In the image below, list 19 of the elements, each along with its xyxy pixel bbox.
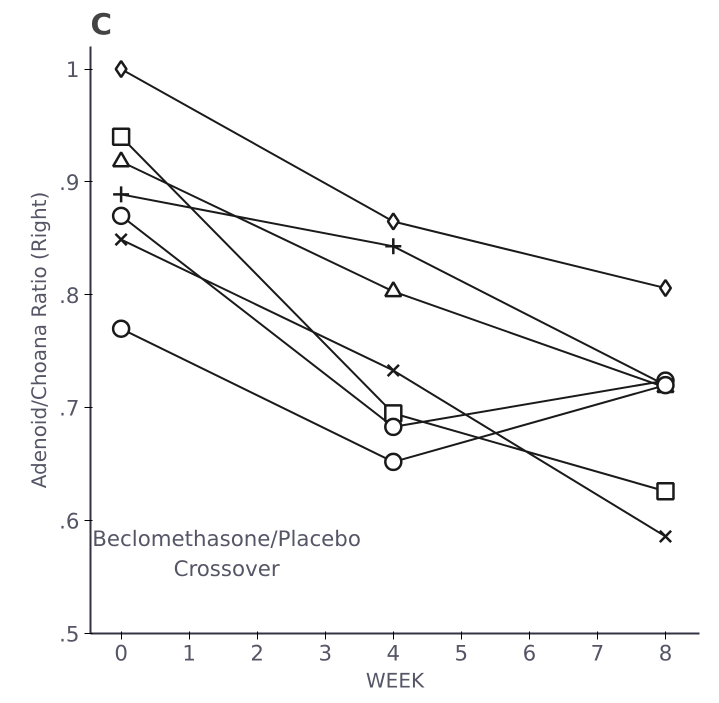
x-tick-label: 5	[454, 642, 468, 666]
annotation: Beclomethasone/Placebo Crossover	[92, 526, 361, 582]
x-tick-label: 2	[250, 642, 264, 666]
y-axis-title: Adenoid/Choana Ratio (Right)	[27, 192, 52, 488]
x-tick-label: 0	[114, 642, 128, 666]
y-tick-label: 1	[66, 58, 80, 84]
y-tick-label: .9	[59, 170, 80, 196]
x-axis-title: WEEK	[366, 668, 425, 692]
x-tick-label: 4	[386, 642, 400, 666]
x-tick-label: 6	[522, 642, 536, 666]
chart-title: C	[90, 8, 112, 42]
x-tick-label: 7	[590, 642, 604, 666]
x-tick-label: 3	[318, 642, 332, 666]
x-tick-label: 8	[658, 642, 672, 666]
y-tick-label: .5	[59, 622, 80, 648]
y-tick-label: .8	[59, 284, 80, 309]
y-tick-label: .7	[59, 396, 80, 422]
x-tick-label: 1	[182, 642, 196, 666]
y-tick-label: .6	[59, 510, 80, 535]
